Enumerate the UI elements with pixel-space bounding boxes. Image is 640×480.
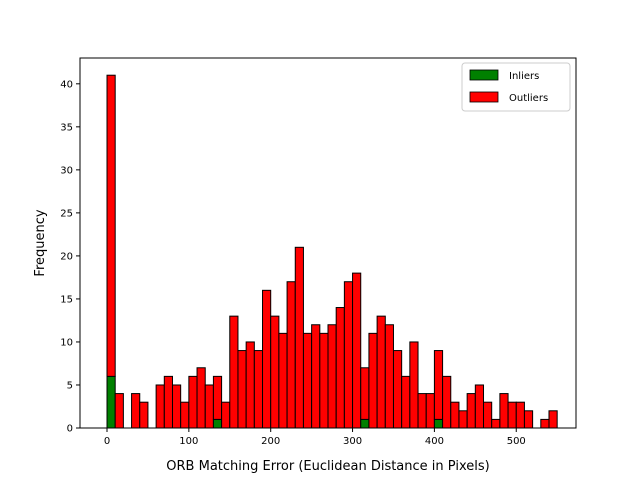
- bar-outliers-bin-13: [212, 375, 223, 420]
- bar-inliers-bin-31: [360, 418, 370, 429]
- bar-outliers-bin-1: [114, 393, 124, 429]
- y-tick-label: 25: [60, 208, 73, 219]
- bar-outliers-bin-19: [262, 289, 272, 429]
- legend: Inliers Outliers: [461, 62, 571, 112]
- bar-inliers-bin-0: [106, 375, 116, 429]
- x-axis-label: ORB Matching Error (Euclidean Distance i…: [166, 459, 489, 474]
- bar-outliers-bin-9: [180, 401, 190, 429]
- x-tick-label: 300: [343, 436, 362, 447]
- bar-outliers-bin-6: [155, 384, 165, 429]
- bar-outliers-bin-21: [278, 332, 288, 429]
- bar-outliers-bin-4: [139, 401, 149, 429]
- bar-outliers-bin-48: [499, 393, 509, 429]
- x-tick-label: 0: [104, 436, 110, 447]
- bar-outliers-bin-54: [548, 410, 558, 429]
- y-tick-label: 5: [67, 380, 73, 391]
- bar-inliers-bin-40: [433, 418, 444, 429]
- bar-outliers-bin-7: [163, 375, 173, 429]
- bars-group: [106, 74, 558, 429]
- bar-outliers-bin-12: [204, 384, 214, 429]
- bar-outliers-bin-39: [425, 393, 435, 429]
- bar-outliers-bin-0: [106, 74, 116, 377]
- bar-outliers-bin-40: [433, 350, 444, 420]
- y-tick-label: 0: [67, 424, 73, 435]
- bar-outliers-bin-8: [171, 384, 182, 429]
- bar-outliers-bin-53: [540, 418, 550, 429]
- x-tick-label: 400: [425, 436, 444, 447]
- bar-outliers-bin-49: [507, 401, 517, 429]
- bar-outliers-bin-29: [343, 281, 354, 429]
- legend-swatch-inliers: [469, 69, 499, 81]
- bar-outliers-bin-38: [417, 393, 427, 429]
- bar-outliers-bin-51: [523, 410, 534, 429]
- bar-outliers-bin-50: [515, 401, 525, 429]
- legend-label-outliers: Outliers: [509, 93, 548, 104]
- bar-outliers-bin-44: [466, 393, 476, 429]
- bar-outliers-bin-24: [302, 332, 313, 429]
- y-tick-label: 20: [60, 251, 73, 262]
- plot-frame: [79, 57, 577, 429]
- bar-outliers-bin-26: [319, 332, 329, 429]
- bar-outliers-bin-45: [474, 384, 485, 429]
- bar-outliers-bin-33: [376, 315, 386, 429]
- bar-outliers-bin-28: [335, 307, 345, 429]
- bar-outliers-bin-15: [229, 315, 239, 429]
- bar-outliers-bin-27: [327, 324, 337, 429]
- x-tick-label: 500: [507, 436, 526, 447]
- y-tick-label: 15: [60, 294, 73, 305]
- bar-outliers-bin-17: [245, 341, 255, 429]
- y-tick-label: 10: [60, 337, 73, 348]
- bar-outliers-bin-23: [294, 246, 304, 429]
- bar-outliers-bin-46: [483, 401, 493, 429]
- y-axis-ticks: 0 5 10 15 20 25 30 35 40: [60, 79, 80, 435]
- bar-outliers-bin-22: [286, 281, 296, 429]
- legend-swatch-outliers: [469, 91, 499, 103]
- bar-outliers-bin-10: [188, 375, 198, 429]
- bar-outliers-bin-31: [360, 367, 370, 420]
- x-axis-ticks: 0 100 200 300 400 500: [104, 428, 526, 447]
- bar-outliers-bin-18: [253, 350, 264, 429]
- bar-outliers-bin-41: [442, 375, 452, 429]
- y-tick-label: 40: [60, 79, 73, 90]
- bar-outliers-bin-42: [450, 401, 460, 429]
- y-axis-label: Frequency: [33, 209, 48, 276]
- bar-outliers-bin-16: [237, 350, 247, 429]
- y-tick-label: 35: [60, 122, 73, 133]
- legend-label-inliers: Inliers: [509, 71, 539, 82]
- bar-outliers-bin-34: [384, 324, 394, 429]
- bar-outliers-bin-14: [221, 401, 231, 429]
- bar-outliers-bin-20: [270, 315, 280, 429]
- bar-outliers-bin-3: [131, 393, 141, 429]
- y-tick-label: 30: [60, 165, 73, 176]
- bar-outliers-bin-25: [311, 324, 321, 429]
- x-tick-label: 200: [261, 436, 280, 447]
- bar-inliers-bin-13: [212, 418, 223, 429]
- bar-outliers-bin-47: [491, 418, 501, 429]
- bar-outliers-bin-36: [401, 375, 411, 429]
- x-tick-label: 100: [179, 436, 198, 447]
- bar-outliers-bin-35: [392, 350, 403, 429]
- bar-outliers-bin-30: [352, 272, 362, 429]
- bar-outliers-bin-32: [368, 332, 378, 429]
- bar-outliers-bin-43: [458, 410, 468, 429]
- bar-outliers-bin-37: [409, 341, 419, 429]
- bar-outliers-bin-11: [196, 367, 206, 429]
